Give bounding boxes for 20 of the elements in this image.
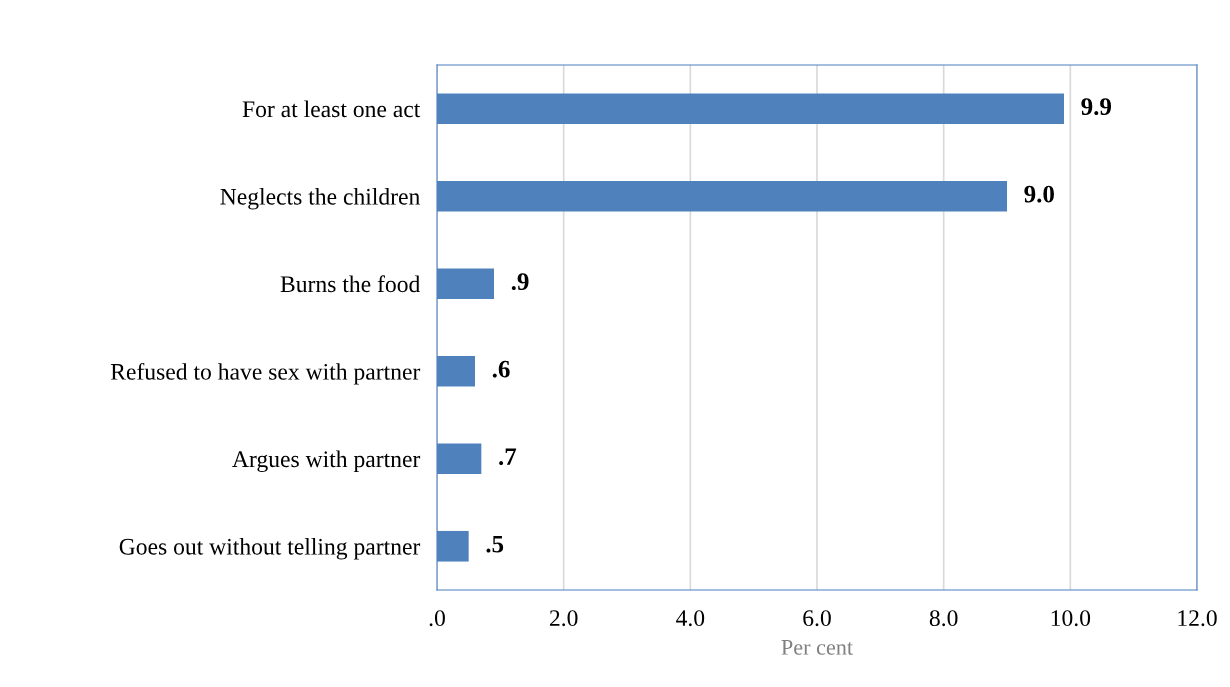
x-tick-label: 4.0 (676, 610, 705, 627)
x-tick-label: .0 (429, 610, 445, 627)
data-label: .9 (511, 273, 529, 291)
x-tick-label: 10.0 (1051, 610, 1091, 627)
data-label: .6 (492, 360, 510, 378)
y-tick-label: Goes out without telling partner (119, 538, 421, 560)
y-tick-label: Burns the food (280, 275, 421, 293)
y-tick-label: Argues with partner (232, 450, 421, 473)
y-tick-label: For at least one act (242, 100, 421, 118)
y-tick-label: Neglects the children (220, 188, 420, 210)
x-tick-label: 8.0 (929, 610, 958, 627)
x-tick-label: 2.0 (549, 610, 578, 627)
x-tick-label: 12.0 (1178, 610, 1217, 627)
x-tick-label: 6.0 (803, 610, 831, 627)
x-axis-title: Per cent (781, 640, 853, 655)
data-label: .5 (486, 535, 504, 553)
y-tick-label: Refused to have sex with partner (110, 362, 421, 385)
data-label: 9.0 (1024, 185, 1054, 203)
data-label: 9.9 (1081, 98, 1112, 116)
data-label: .7 (499, 448, 517, 466)
